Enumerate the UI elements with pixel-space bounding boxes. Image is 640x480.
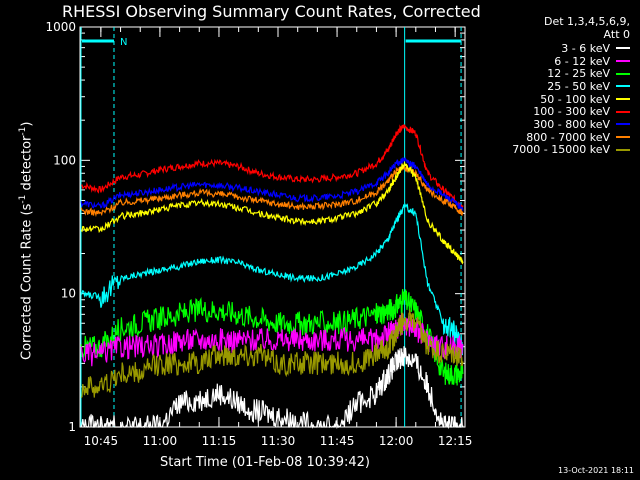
legend-label: 3 - 6 keV [561, 41, 610, 55]
series-line [80, 160, 464, 265]
x-tick-label: 11:30 [261, 434, 296, 448]
legend-label: 800 - 7000 keV [526, 130, 610, 144]
chart-title: RHESSI Observing Summary Count Rates, Co… [62, 2, 481, 21]
series-line [80, 202, 464, 356]
detector-list: Det 1,3,4,5,6,9, [543, 15, 630, 28]
generation-timestamp: 13-Oct-2021 18:11 [558, 466, 634, 475]
series-line [80, 309, 464, 398]
x-axis-label: Start Time (01-Feb-08 10:39:42) [160, 455, 370, 470]
y-tick-label: 10 [61, 287, 76, 301]
x-tick-label: 11:45 [320, 434, 355, 448]
legend-swatch [616, 98, 630, 101]
series-line [80, 288, 464, 386]
legend-item: 100 - 300 keV [512, 105, 630, 118]
legend-swatch [616, 110, 630, 113]
legend-swatch [616, 85, 630, 88]
legend-label: 300 - 800 keV [533, 117, 610, 131]
series-line [80, 346, 464, 430]
legend-label: 50 - 100 keV [540, 92, 610, 106]
legend-item: 800 - 7000 keV [512, 131, 630, 144]
y-tick-label: 1000 [45, 20, 76, 34]
y-axis-label: Corrected Count Rate (s-1 detector-1) [18, 121, 35, 360]
legend-label: 7000 - 15000 keV [512, 143, 610, 157]
legend-item: 25 - 50 keV [512, 80, 630, 93]
series-line [80, 156, 464, 212]
legend-label: 12 - 25 keV [547, 67, 610, 81]
series-line [80, 164, 464, 218]
plot-frame [79, 26, 466, 428]
x-tick-label: 11:15 [202, 434, 237, 448]
legend-label: 25 - 50 keV [547, 79, 610, 93]
x-tick-label: 11:00 [143, 434, 178, 448]
series-line [81, 124, 464, 210]
x-tick-label: 10:45 [84, 434, 119, 448]
legend-swatch [616, 60, 630, 63]
legend-swatch [616, 148, 630, 151]
legend-item: 6 - 12 keV [512, 55, 630, 68]
legend-label: 100 - 300 keV [533, 105, 610, 119]
attenuator-state: Att 0 [603, 28, 630, 41]
legend-item: 50 - 100 keV [512, 93, 630, 106]
legend-swatch [616, 136, 630, 139]
legend-item: 12 - 25 keV [512, 67, 630, 80]
legend-item: 300 - 800 keV [512, 118, 630, 131]
legend-item: 3 - 6 keV [512, 42, 630, 55]
x-tick-label: 12:15 [438, 434, 473, 448]
legend-swatch [616, 47, 630, 50]
x-tick-label: 12:00 [379, 434, 414, 448]
legend-swatch [616, 72, 630, 75]
night-flag: N [120, 37, 127, 48]
legend: 3 - 6 keV 6 - 12 keV 12 - 25 keV 25 - 50 ke… [512, 42, 630, 156]
legend-swatch [616, 123, 630, 126]
legend-label: 6 - 12 keV [554, 54, 610, 68]
legend-item: 7000 - 15000 keV [512, 143, 630, 157]
y-tick-label: 100 [53, 153, 76, 167]
y-tick-label: 1 [68, 420, 76, 434]
